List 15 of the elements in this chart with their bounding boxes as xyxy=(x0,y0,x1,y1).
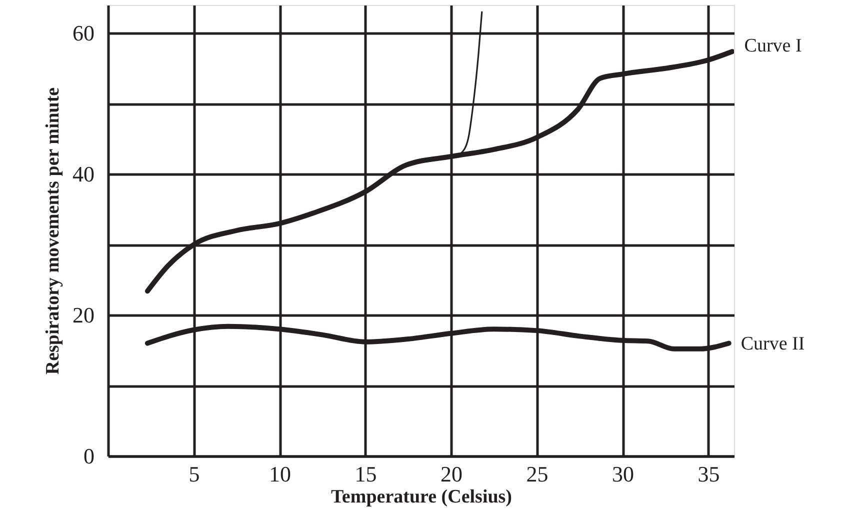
x-tick-label: 15 xyxy=(354,462,377,486)
x-tick-label: 35 xyxy=(698,462,720,486)
series-label: Curve II xyxy=(740,333,805,354)
y-axis-title: Respiratory movements per minute xyxy=(42,87,64,375)
y-tick-label: 0 xyxy=(84,444,94,468)
y-tick-label: 60 xyxy=(72,20,94,46)
x-tick-label: 10 xyxy=(269,462,292,486)
series-label: Curve I xyxy=(744,36,802,57)
y-tick-label: 20 xyxy=(72,302,94,328)
x-axis-title: Temperature (Celsius) xyxy=(330,486,512,508)
x-tick-label: 30 xyxy=(612,462,634,486)
x-tick-label: 20 xyxy=(440,462,463,486)
x-tick-label: 5 xyxy=(188,462,200,486)
y-tick-label: 40 xyxy=(72,162,94,187)
x-tick-label: 25 xyxy=(526,462,548,486)
